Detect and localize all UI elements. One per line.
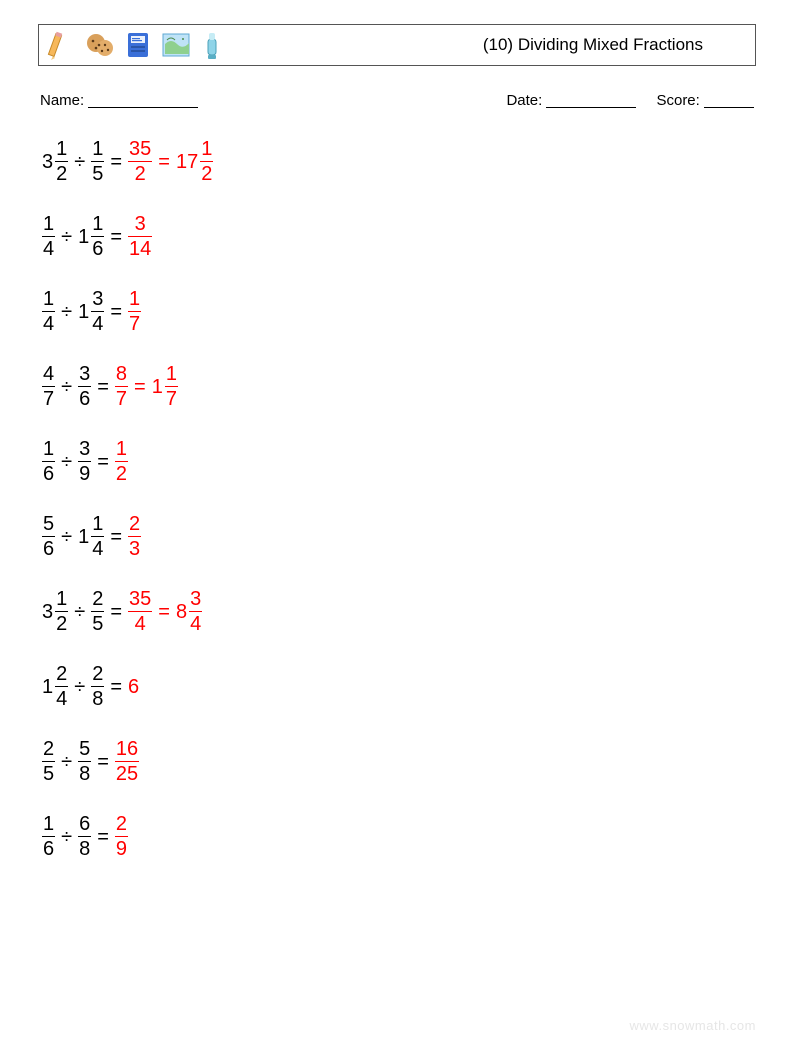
worksheet-title: (10) Dividing Mixed Fractions [483,35,743,55]
name-label: Name: [40,92,84,109]
problem-row: 124÷28=6 [42,664,756,709]
problem-row: 14÷116=314 [42,214,756,259]
marker-icon [201,29,223,61]
date-field: Date: [506,92,636,109]
problem-row: 16÷39=12 [42,439,756,484]
pencil-icon [47,30,75,60]
meta-row: Name: Date: Score: [38,92,756,109]
map-icon [161,30,191,60]
problem-row: 312÷25=354=834 [42,589,756,634]
problem-row: 47÷36=87=117 [42,364,756,409]
header-icons [47,29,223,61]
problems-list: 312÷15=352=1712 14÷116=314 14÷134=17 47÷36=… [38,139,756,859]
score-blank [704,107,754,108]
problem-row: 16÷68=29 [42,814,756,859]
problem-row: 14÷134=17 [42,289,756,334]
footer-watermark: www.snowmath.com [630,1018,756,1033]
score-field: Score: [656,92,754,109]
score-label: Score: [656,92,699,109]
name-field: Name: [40,92,506,109]
problem-row: 56÷114=23 [42,514,756,559]
name-blank [88,107,198,108]
date-blank [546,107,636,108]
date-label: Date: [506,92,542,109]
cookies-icon [85,30,115,60]
problem-row: 25÷58=1625 [42,739,756,784]
worksheet-header: (10) Dividing Mixed Fractions [38,24,756,66]
footer-text: www.snowmath.com [630,1018,756,1033]
problem-row: 312÷15=352=1712 [42,139,756,184]
book-icon [125,30,151,60]
